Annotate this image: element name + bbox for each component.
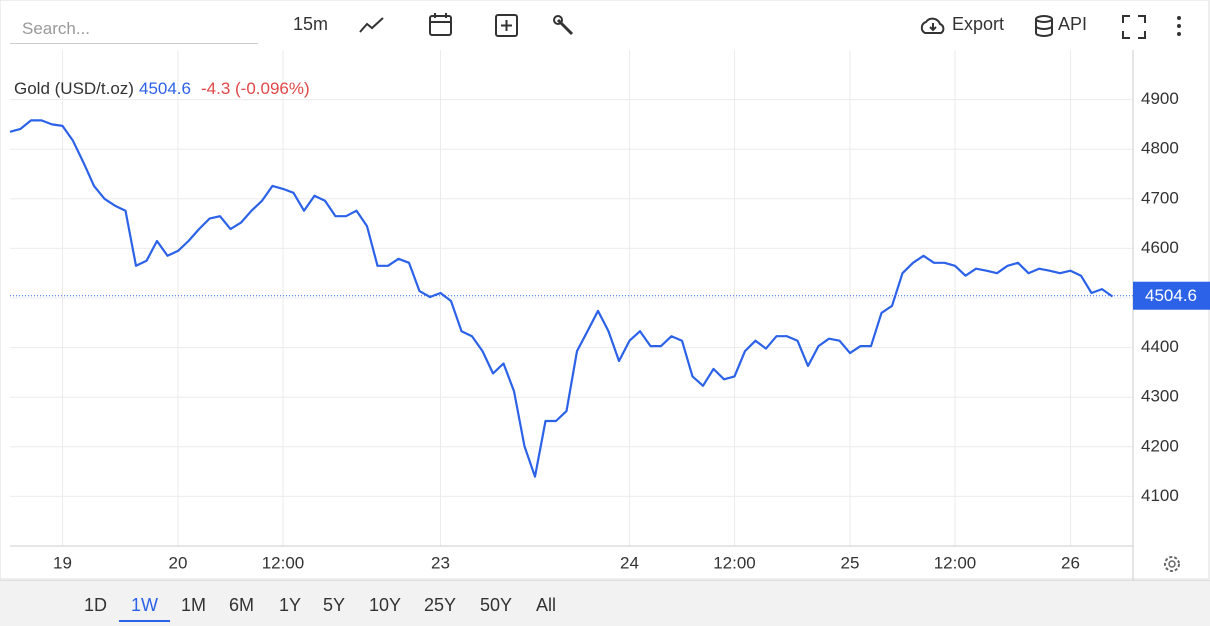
api-button[interactable]: API [1058, 14, 1088, 34]
x-tick-label: 25 [841, 553, 860, 572]
export-button[interactable]: Export [952, 14, 1005, 34]
range-button[interactable]: 6M [229, 595, 255, 615]
line-type-icon[interactable] [358, 14, 386, 36]
chart: 4100420043004400450046004700480049001920… [0, 0, 1210, 580]
export-icon[interactable] [918, 15, 948, 37]
settings-icon[interactable] [1164, 556, 1180, 572]
menu-icon[interactable] [1174, 14, 1184, 40]
range-bar: 1D 1W 1M 6M 1Y 5Y 10Y 25Y 50Y All [0, 580, 1210, 626]
range-button[interactable]: 1W [119, 595, 170, 622]
x-tick-label: 24 [620, 553, 639, 572]
range-button[interactable]: 25Y [424, 595, 457, 615]
y-tick-label: 4800 [1141, 139, 1179, 158]
y-tick-label: 4600 [1141, 238, 1179, 257]
search-input[interactable]: Search... [10, 14, 258, 44]
y-tick-label: 4200 [1141, 436, 1179, 455]
price-line [9, 119, 1114, 478]
y-tick-label: 4100 [1141, 486, 1179, 505]
x-tick-label: 12:00 [713, 553, 756, 572]
range-button[interactable]: 5Y [323, 595, 346, 615]
y-tick-label: 4900 [1141, 89, 1179, 108]
x-tick-label: 26 [1061, 553, 1080, 572]
toolbar: Search... 15m Export API [0, 0, 1210, 50]
y-tick-label: 4400 [1141, 337, 1179, 356]
legend: Gold (USD/t.oz) 4504.6 -4.3 (-0.096%) [14, 79, 310, 98]
add-indicator-icon[interactable] [494, 13, 520, 39]
fullscreen-icon[interactable] [1121, 14, 1147, 40]
x-tick-label: 23 [431, 553, 450, 572]
range-button[interactable]: 1D [84, 595, 108, 615]
x-tick-label: 19 [53, 553, 72, 572]
range-button[interactable]: All [536, 595, 557, 615]
tools-icon[interactable] [552, 14, 578, 40]
api-icon[interactable] [1034, 14, 1056, 38]
range-button[interactable]: 1M [181, 595, 207, 615]
range-button[interactable]: 10Y [369, 595, 402, 615]
range-button[interactable]: 50Y [480, 595, 513, 615]
calendar-icon[interactable] [428, 12, 454, 38]
last-price-label: 4504.6 [1145, 286, 1197, 305]
x-tick-label: 20 [169, 553, 188, 572]
range-button[interactable]: 1Y [279, 595, 302, 615]
header-change: -4.3 (-0.096%) [201, 79, 310, 98]
x-tick-label: 12:00 [934, 553, 977, 572]
y-tick-label: 4300 [1141, 387, 1179, 406]
y-tick-label: 4700 [1141, 188, 1179, 207]
header-price: 4504.6 [139, 79, 191, 98]
interval-button[interactable]: 15m [293, 14, 329, 34]
last-price-tag [1133, 281, 1210, 310]
instrument-name: Gold (USD/t.oz) [14, 79, 134, 98]
x-tick-label: 12:00 [262, 553, 305, 572]
